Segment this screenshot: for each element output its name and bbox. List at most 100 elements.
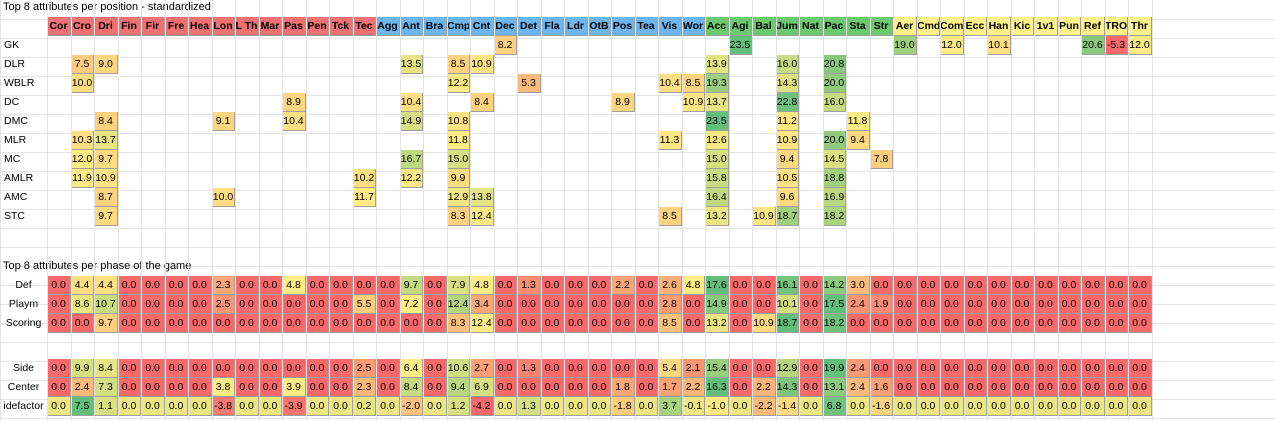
cell-lon[interactable]: 10.0 xyxy=(212,188,235,207)
cell-dri[interactable]: 10.9 xyxy=(94,169,118,188)
cell-lon[interactable]: 0.0 xyxy=(212,314,235,333)
column-header-cor[interactable]: Cor xyxy=(47,17,71,36)
cell-pos[interactable]: 2.2 xyxy=(611,276,635,295)
cell-pac[interactable]: 19.9 xyxy=(823,359,846,378)
cell-cmp[interactable]: 10.6 xyxy=(447,359,470,378)
cell-mar[interactable]: 0.0 xyxy=(259,314,282,333)
cell-otb[interactable]: 0.0 xyxy=(588,314,611,333)
cell-tec[interactable]: 2.5 xyxy=(353,359,376,378)
cell-lon[interactable]: 2.5 xyxy=(212,295,235,314)
cell-fre[interactable]: 0.0 xyxy=(165,276,188,295)
cell-pen[interactable]: 0.0 xyxy=(306,378,329,397)
cell-han[interactable]: 0.0 xyxy=(987,314,1011,333)
cell-cmp[interactable]: 7.9 xyxy=(447,276,470,295)
cell-sta[interactable]: 2.4 xyxy=(846,295,870,314)
cell-cmp[interactable]: 8.3 xyxy=(447,314,470,333)
cell-kic[interactable]: 0.0 xyxy=(1011,295,1034,314)
cell-lon[interactable]: 9.1 xyxy=(212,112,235,131)
cell-cmp[interactable]: 9.4 xyxy=(447,378,470,397)
cell-agi[interactable]: 0.0 xyxy=(729,314,752,333)
cell-pos[interactable]: 8.9 xyxy=(611,93,635,112)
cell-sta[interactable]: 11.8 xyxy=(846,112,870,131)
column-header-str[interactable]: Str xyxy=(870,17,893,36)
cell-str[interactable]: 7.8 xyxy=(870,150,893,169)
cell-bal[interactable]: 0.0 xyxy=(752,276,776,295)
cell-bal[interactable]: 10.9 xyxy=(752,207,776,226)
column-header-lon[interactable]: Lon xyxy=(212,17,235,36)
cell-cmd[interactable]: 0.0 xyxy=(917,276,940,295)
cell-ldr[interactable]: 0.0 xyxy=(564,378,588,397)
cell-1v1[interactable]: 0.0 xyxy=(1034,359,1058,378)
cell-wor[interactable]: 4.8 xyxy=(682,276,705,295)
cell-1v1[interactable]: 0.0 xyxy=(1034,276,1058,295)
cell-com[interactable]: 0.0 xyxy=(940,359,964,378)
cell-jum[interactable]: 10.9 xyxy=(776,131,799,150)
cell-tea[interactable]: 0.0 xyxy=(635,295,658,314)
cell-cmd[interactable]: 0.0 xyxy=(917,359,940,378)
cell-bal[interactable]: 0.0 xyxy=(752,295,776,314)
cell-vis[interactable]: 2.8 xyxy=(658,295,682,314)
cell-str[interactable]: -1.6 xyxy=(870,397,893,416)
cell-mar[interactable]: 0.0 xyxy=(259,397,282,416)
cell-pos[interactable]: -1.8 xyxy=(611,397,635,416)
cell-bal[interactable]: 0.0 xyxy=(752,359,776,378)
cell-det[interactable]: 1.3 xyxy=(517,359,541,378)
cell-ecc[interactable]: 0.0 xyxy=(964,276,987,295)
cell-cnt[interactable]: 13.8 xyxy=(470,188,494,207)
cell-cmd[interactable]: 0.0 xyxy=(917,295,940,314)
cell-ldr[interactable]: 0.0 xyxy=(564,314,588,333)
cell-fir[interactable]: 0.0 xyxy=(141,276,165,295)
column-header-dec[interactable]: Dec xyxy=(494,17,517,36)
cell-pen[interactable]: 0.0 xyxy=(306,276,329,295)
cell-thr[interactable]: 0.0 xyxy=(1128,359,1152,378)
cell-dec[interactable]: 0.0 xyxy=(494,378,517,397)
cell-lth[interactable]: 0.0 xyxy=(235,359,259,378)
cell-cmd[interactable]: 0.0 xyxy=(917,397,940,416)
column-header-tck[interactable]: Tck xyxy=(329,17,353,36)
cell-tea[interactable]: 0.0 xyxy=(635,359,658,378)
cell-agg[interactable]: 0.0 xyxy=(376,378,400,397)
cell-han[interactable]: 0.0 xyxy=(987,295,1011,314)
column-header-fla[interactable]: Fla xyxy=(541,17,564,36)
cell-tea[interactable]: 0.0 xyxy=(635,314,658,333)
cell-com[interactable]: 0.0 xyxy=(940,276,964,295)
cell-ldr[interactable]: 0.0 xyxy=(564,295,588,314)
cell-jum[interactable]: -1.4 xyxy=(776,397,799,416)
cell-agg[interactable]: 0.0 xyxy=(376,314,400,333)
cell-fre[interactable]: 0.0 xyxy=(165,397,188,416)
cell-1v1[interactable]: 0.0 xyxy=(1034,295,1058,314)
cell-bra[interactable]: 0.0 xyxy=(423,314,447,333)
cell-thr[interactable]: 0.0 xyxy=(1128,397,1152,416)
cell-jum[interactable]: 10.1 xyxy=(776,295,799,314)
cell-vis[interactable]: 8.5 xyxy=(658,207,682,226)
cell-pac[interactable]: 18.2 xyxy=(823,314,846,333)
cell-fir[interactable]: 0.0 xyxy=(141,397,165,416)
cell-tro[interactable]: -5.3 xyxy=(1105,36,1128,55)
cell-com[interactable]: 0.0 xyxy=(940,397,964,416)
cell-cro[interactable]: 8.6 xyxy=(71,295,94,314)
cell-dec[interactable]: 0.0 xyxy=(494,397,517,416)
cell-lth[interactable]: 0.0 xyxy=(235,314,259,333)
cell-pas[interactable]: 0.0 xyxy=(282,359,306,378)
cell-com[interactable]: 12.0 xyxy=(940,36,964,55)
cell-thr[interactable]: 0.0 xyxy=(1128,276,1152,295)
cell-jum[interactable]: 11.2 xyxy=(776,112,799,131)
column-header-dri[interactable]: Dri xyxy=(94,17,118,36)
cell-ref[interactable]: 0.0 xyxy=(1081,295,1105,314)
cell-otb[interactable]: 0.0 xyxy=(588,359,611,378)
cell-cmp[interactable]: 12.9 xyxy=(447,188,470,207)
cell-cro[interactable]: 7.5 xyxy=(71,55,94,74)
cell-cro[interactable]: 10.0 xyxy=(71,74,94,93)
cell-dec[interactable]: 0.0 xyxy=(494,314,517,333)
cell-dri[interactable]: 4.4 xyxy=(94,276,118,295)
cell-bra[interactable]: 0.0 xyxy=(423,276,447,295)
column-header-tec[interactable]: Tec xyxy=(353,17,376,36)
cell-lon[interactable]: 3.8 xyxy=(212,378,235,397)
cell-kic[interactable]: 0.0 xyxy=(1011,314,1034,333)
cell-tec[interactable]: 5.5 xyxy=(353,295,376,314)
cell-dri[interactable]: 9.0 xyxy=(94,55,118,74)
cell-cmp[interactable]: 8.3 xyxy=(447,207,470,226)
cell-pen[interactable]: 0.0 xyxy=(306,359,329,378)
cell-agg[interactable]: 0.0 xyxy=(376,359,400,378)
cell-com[interactable]: 0.0 xyxy=(940,378,964,397)
